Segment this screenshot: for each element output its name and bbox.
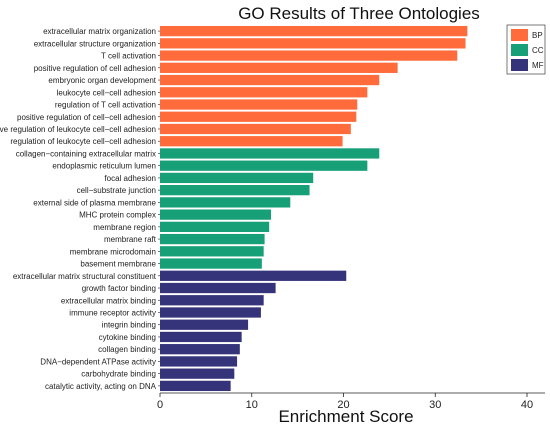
category-label-16: membrane region: [93, 223, 156, 232]
category-label-14: external side of plasma membrane: [33, 198, 156, 207]
bar-17: [160, 233, 265, 245]
bar-5: [160, 87, 368, 98]
legend-swatch-mf: [511, 59, 528, 71]
x-axis-label: Enrichment Score: [278, 407, 413, 426]
x-tick-label-2: 20: [337, 399, 349, 411]
legend: BP CC MF: [506, 24, 546, 75]
bar-14: [160, 197, 291, 208]
category-label-19: basement membrane: [80, 260, 156, 269]
category-label-23: immune receptor activity: [69, 308, 156, 317]
category-label-13: cell−substrate junction: [77, 186, 156, 195]
bar-6: [160, 99, 358, 110]
bar-7: [160, 111, 357, 122]
legend-label-cc: CC: [532, 46, 544, 55]
category-label-1: extracellular structure organization: [34, 39, 156, 48]
bar-16: [160, 221, 270, 232]
bar-21: [160, 282, 276, 294]
category-label-21: growth factor binding: [82, 284, 156, 293]
bar-28: [160, 368, 235, 379]
category-label-10: collagen−containing extracellular matrix: [16, 149, 156, 158]
bar-12: [160, 172, 314, 184]
bar-22: [160, 295, 264, 306]
bar-18: [160, 246, 264, 257]
bar-23: [160, 307, 261, 318]
x-tick-label-4: 40: [521, 399, 533, 411]
bars-group: [160, 25, 468, 392]
bar-10: [160, 148, 380, 159]
bar-24: [160, 319, 249, 330]
category-label-26: collagen binding: [98, 345, 156, 354]
category-label-22: extracellular matrix binding: [61, 296, 156, 305]
category-label-28: carbohydrate binding: [81, 370, 156, 379]
category-label-3: positive regulation of cell adhesion: [34, 64, 156, 73]
category-label-0: extracellular matrix organization: [43, 27, 156, 36]
category-label-15: MHC protein complex: [79, 211, 156, 220]
legend-swatch-bp: [511, 29, 528, 41]
category-label-5: leukocyte cell−cell adhesion: [57, 88, 156, 97]
category-label-27: DNA−dependent ATPase activity: [40, 357, 156, 366]
category-label-29: catalytic activity, acting on DNA: [45, 382, 157, 391]
category-label-9: regulation of leukocyte cell−cell adhesi…: [10, 137, 156, 146]
bar-29: [160, 380, 231, 392]
bar-3: [160, 62, 398, 73]
bar-20: [160, 270, 347, 281]
category-label-24: integrin binding: [102, 321, 156, 330]
bar-0: [160, 25, 468, 37]
bar-19: [160, 258, 262, 269]
category-label-12: focal adhesion: [104, 174, 156, 183]
legend-label-bp: BP: [532, 31, 543, 40]
category-label-18: membrane microdomain: [70, 247, 156, 256]
legend-swatch-cc: [511, 44, 528, 56]
bar-15: [160, 209, 272, 220]
bar-1: [160, 38, 466, 49]
bar-25: [160, 331, 242, 343]
x-tick-label-3: 30: [429, 399, 441, 411]
category-label-4: embryonic organ development: [48, 76, 156, 85]
x-tick-label-1: 10: [246, 399, 258, 411]
category-label-7: positive regulation of cell−cell adhesio…: [17, 113, 156, 122]
category-label-11: endoplasmic reticulum lumen: [52, 162, 156, 171]
category-label-20: extracellular matrix structural constitu…: [13, 272, 157, 281]
bar-9: [160, 136, 343, 147]
category-label-6: regulation of T cell activation: [55, 101, 156, 110]
category-label-8: positive regulation of leukocyte cell−ce…: [0, 125, 156, 134]
bar-11: [160, 160, 368, 171]
bar-8: [160, 123, 351, 135]
x-axis: 0 10 20 30 40: [157, 392, 545, 411]
category-label-17: membrane raft: [104, 235, 157, 244]
bar-2: [160, 50, 458, 61]
chart-title: GO Results of Three Ontologies: [238, 4, 480, 23]
legend-label-mf: MF: [532, 61, 544, 70]
bar-4: [160, 74, 380, 86]
category-label-25: cytokine binding: [99, 333, 156, 342]
x-tick-label-0: 0: [157, 399, 163, 411]
bar-13: [160, 185, 310, 196]
bar-27: [160, 356, 238, 367]
category-labels: extracellular matrix organization extrace…: [0, 27, 160, 391]
bar-26: [160, 344, 240, 355]
category-label-2: T cell activation: [101, 52, 156, 61]
